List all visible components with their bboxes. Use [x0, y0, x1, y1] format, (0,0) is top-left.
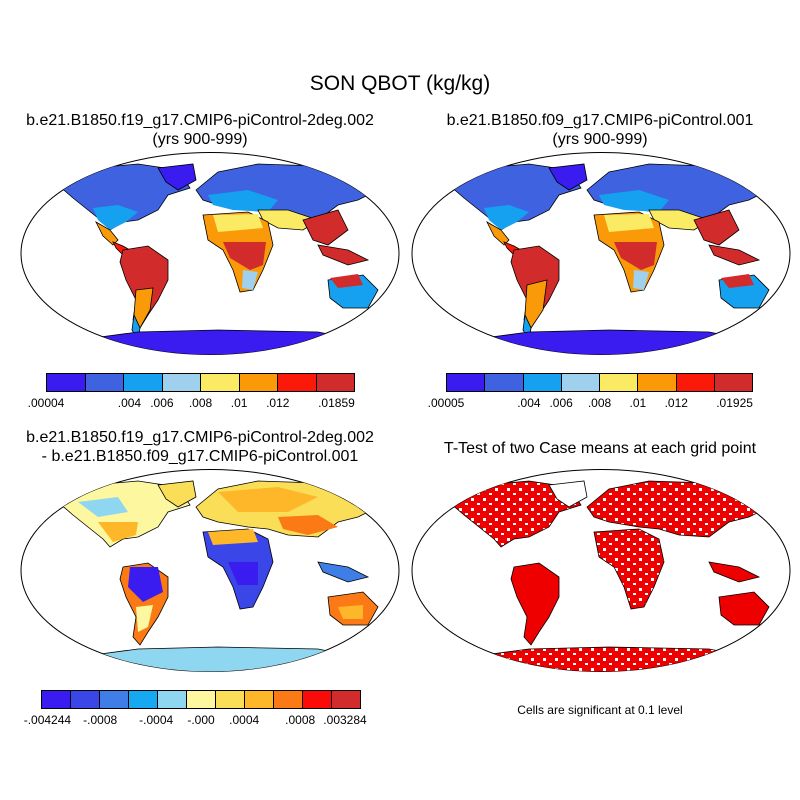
colorbar-label: .00005 [427, 396, 465, 410]
colorbar-label: .01925 [716, 396, 753, 410]
colorbar-label: .01859 [318, 396, 355, 410]
colorbar-segment [676, 374, 715, 391]
antarctica [77, 329, 359, 355]
colorbar-segment [42, 691, 71, 708]
colorbar-label: .006 [549, 396, 573, 410]
colorbar-label: .0008 [285, 713, 316, 727]
colorbar-label: -.0004 [139, 713, 174, 727]
panel-title-top-right: b.e21.B1850.f09_g17.CMIP6-piControl.001 … [400, 111, 800, 149]
panel-title-top-left: b.e21.B1850.f19_g17.CMIP6-piControl-2deg… [0, 111, 400, 149]
colorbar-segment [162, 374, 201, 391]
colorbar-label: .003284 [323, 713, 367, 727]
map-top-left [20, 152, 400, 355]
figure-title: SON QBOT (kg/kg) [309, 72, 491, 95]
colorbar-top-right [446, 373, 753, 392]
map-bottom-left [20, 469, 400, 672]
colorbar-segment [239, 374, 278, 391]
colorbar-label: -.000 [187, 713, 215, 727]
greenland [157, 163, 197, 191]
colorbar-label: .01 [230, 396, 248, 410]
colorbar-segment [245, 691, 274, 708]
panel-title-line1: b.e21.B1850.f19_g17.CMIP6-piControl-2deg… [26, 429, 374, 446]
colorbar-bottom-left [41, 690, 361, 709]
panel-title-bottom-right: T-Test of two Case means at each grid po… [443, 440, 757, 457]
colorbar-segment [278, 374, 317, 391]
colorbar-segment [447, 374, 486, 391]
colorbar-labels-bottom-left: -.004244 -.0008 -.0004 -.000 .0004 .0008… [24, 713, 367, 729]
colorbar-segment [129, 691, 158, 708]
panel-title-line2: (yrs 900-999) [552, 131, 648, 148]
colorbar-segment [316, 374, 354, 391]
colorbar-segment [216, 691, 245, 708]
colorbar-segment [85, 374, 124, 391]
colorbar-segment [561, 374, 600, 391]
colorbar-segment [71, 691, 100, 708]
colorbar-segment [100, 691, 129, 708]
colorbar-segment [201, 374, 240, 391]
colorbar-label: .004 [117, 396, 142, 410]
colorbar-segment [600, 374, 639, 391]
north-america [57, 163, 191, 231]
colorbar-labels-top-right: .00005 .004 .006 .008 .01 .012 .01925 [428, 396, 753, 412]
colorbar-segment [638, 374, 677, 391]
colorbar-segment [332, 691, 360, 708]
colorbar-label: .008 [587, 396, 612, 410]
colorbar-label: .004 [517, 396, 541, 410]
colorbar-segment [158, 691, 187, 708]
colorbar-segment [523, 374, 562, 391]
colorbar-segment [47, 374, 86, 391]
panel-title-line1: b.e21.B1850.f09_g17.CMIP6-piControl.001 [446, 112, 754, 129]
colorbar-label: .0004 [229, 713, 260, 727]
colorbar-label: -.004244 [23, 713, 72, 727]
colorbar-label: -.0008 [83, 713, 118, 727]
colorbar-label: .00004 [27, 396, 65, 410]
panel-title-bottom-left: b.e21.B1850.f19_g17.CMIP6-piControl-2deg… [0, 428, 400, 466]
panel-title-line2: (yrs 900-999) [152, 131, 248, 148]
panel-title-line1: b.e21.B1850.f19_g17.CMIP6-piControl-2deg… [26, 112, 374, 129]
colorbar-segment [124, 374, 163, 391]
colorbar-segment [714, 374, 752, 391]
colorbar-segment [303, 691, 332, 708]
colorbar-segment [187, 691, 216, 708]
colorbar-top-left [46, 373, 355, 392]
colorbar-label: .01 [629, 396, 647, 410]
colorbar-label: .012 [664, 396, 688, 410]
map-bottom-right [411, 469, 791, 672]
colorbar-segment [485, 374, 524, 391]
colorbar-labels-top-left: .00004 .004 .006 .008 .01 .012 .01859 [28, 396, 355, 412]
panel-title-line2: - b.e21.B1850.f09_g17.CMIP6-piControl.00… [41, 448, 359, 465]
map-top-right [411, 152, 791, 355]
colorbar-segment [274, 691, 303, 708]
colorbar-label: .006 [150, 396, 174, 410]
significance-note: Cells are significant at 0.1 level [517, 703, 683, 717]
colorbar-label: .012 [266, 396, 290, 410]
colorbar-label: .008 [188, 396, 213, 410]
